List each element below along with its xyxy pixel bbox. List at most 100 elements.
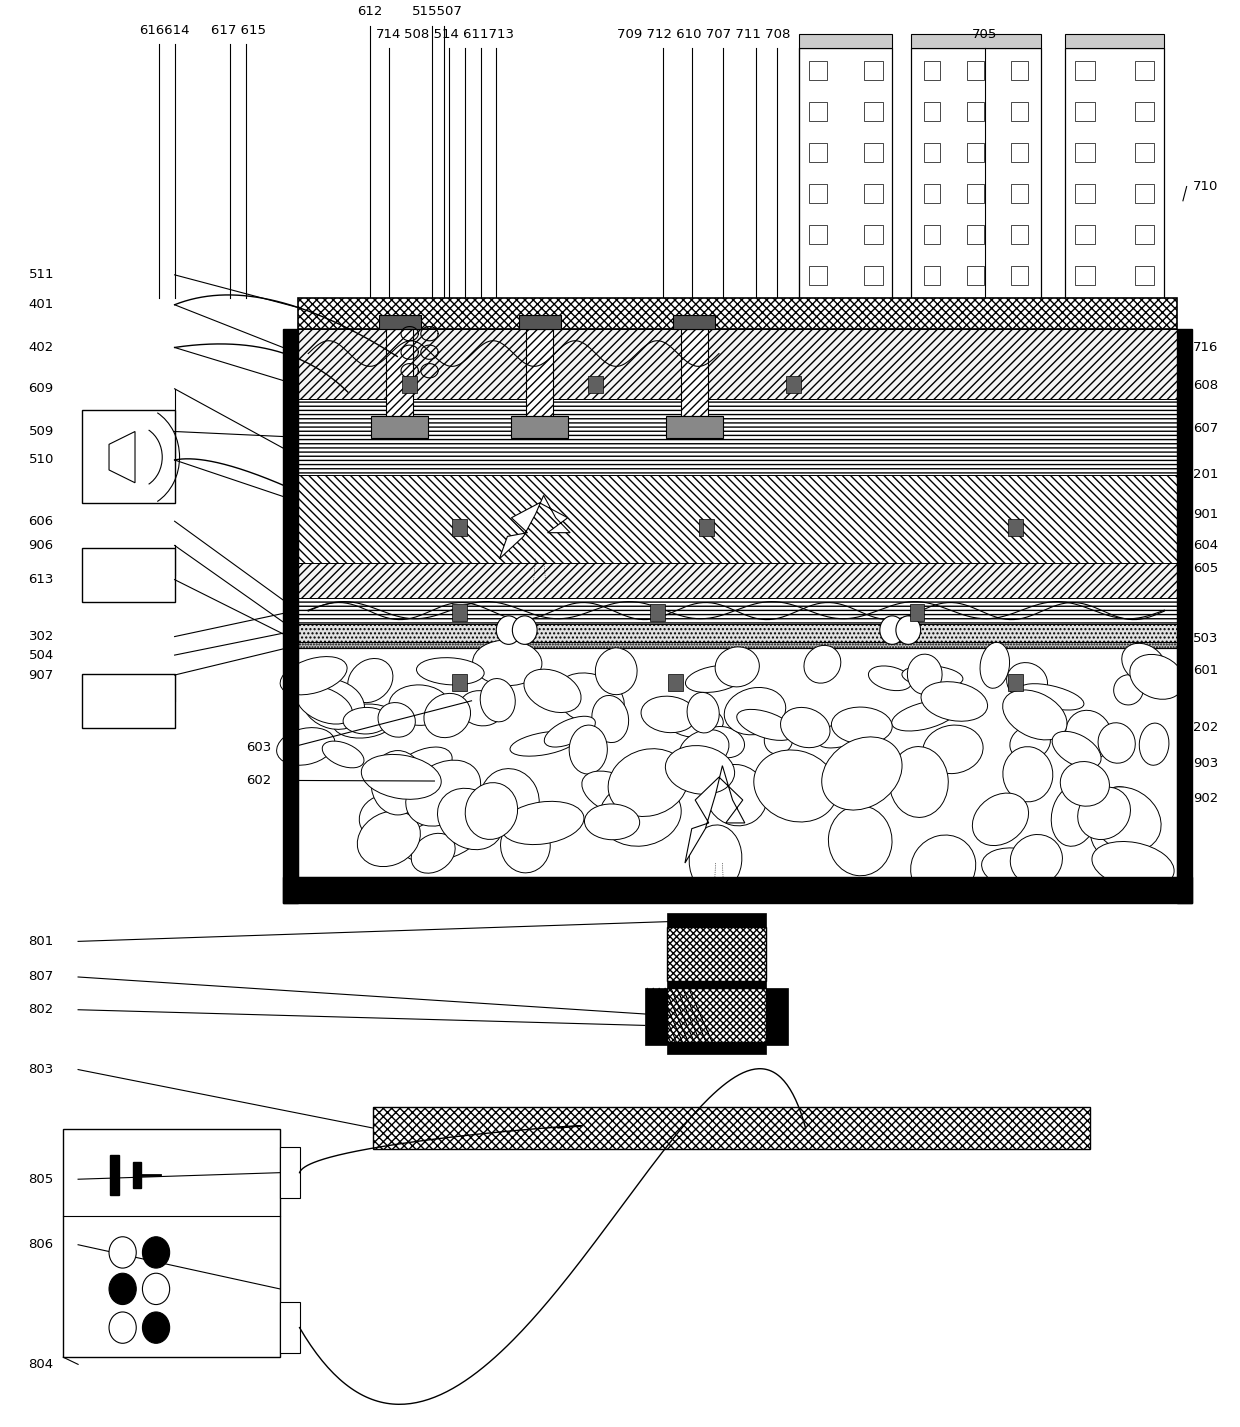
Bar <box>299 624 1177 642</box>
Text: 402: 402 <box>29 341 53 354</box>
Ellipse shape <box>569 725 608 773</box>
Bar <box>924 267 940 285</box>
Bar <box>1075 267 1095 285</box>
Bar <box>299 475 1177 564</box>
Bar <box>699 519 714 537</box>
Circle shape <box>109 1273 136 1304</box>
Bar <box>110 1154 119 1194</box>
Ellipse shape <box>371 751 424 815</box>
Text: 606: 606 <box>29 515 53 528</box>
Ellipse shape <box>1052 783 1097 846</box>
Text: 607: 607 <box>1193 422 1218 435</box>
Bar <box>864 225 883 244</box>
Bar <box>673 315 715 330</box>
Bar <box>1065 49 1164 298</box>
Bar <box>924 101 940 121</box>
Text: 504: 504 <box>29 649 53 662</box>
Ellipse shape <box>595 648 637 695</box>
Ellipse shape <box>361 755 441 799</box>
Ellipse shape <box>804 645 841 684</box>
Bar <box>666 417 723 438</box>
Bar <box>299 330 1177 878</box>
Ellipse shape <box>702 726 744 758</box>
Bar <box>910 49 1040 298</box>
Bar <box>402 377 417 394</box>
Ellipse shape <box>582 771 645 816</box>
Ellipse shape <box>921 682 987 721</box>
Ellipse shape <box>343 708 389 733</box>
Bar <box>808 61 827 80</box>
Circle shape <box>143 1273 170 1304</box>
Bar <box>808 101 827 121</box>
Ellipse shape <box>1078 788 1131 839</box>
Bar <box>588 377 603 394</box>
Bar <box>910 34 1040 49</box>
Bar <box>299 564 1177 598</box>
Ellipse shape <box>277 728 335 765</box>
Bar <box>451 674 466 691</box>
Bar <box>1075 101 1095 121</box>
Ellipse shape <box>480 678 516 722</box>
Ellipse shape <box>715 646 759 686</box>
Ellipse shape <box>357 811 420 866</box>
Text: 805: 805 <box>29 1173 53 1186</box>
Bar <box>518 315 560 330</box>
Ellipse shape <box>389 748 453 792</box>
Bar <box>667 982 766 989</box>
Text: 716: 716 <box>1193 341 1218 354</box>
Bar <box>299 298 1177 330</box>
Bar <box>451 604 466 621</box>
Ellipse shape <box>1092 842 1174 889</box>
Bar <box>1135 225 1154 244</box>
Bar <box>1135 184 1154 203</box>
Bar <box>299 642 1177 648</box>
Ellipse shape <box>322 741 365 768</box>
Bar <box>372 1106 1090 1149</box>
Text: 202: 202 <box>1193 721 1218 735</box>
Ellipse shape <box>360 795 407 839</box>
Text: 612: 612 <box>357 6 383 19</box>
Ellipse shape <box>1009 725 1050 761</box>
Text: 613: 613 <box>29 574 55 586</box>
Ellipse shape <box>1114 675 1143 705</box>
Ellipse shape <box>641 696 697 732</box>
Bar <box>526 330 553 417</box>
Ellipse shape <box>465 782 517 839</box>
Ellipse shape <box>724 688 786 735</box>
Ellipse shape <box>599 781 681 846</box>
Ellipse shape <box>438 788 503 849</box>
Ellipse shape <box>332 704 396 738</box>
Ellipse shape <box>405 761 481 826</box>
Ellipse shape <box>608 749 688 816</box>
Circle shape <box>143 1237 170 1269</box>
Ellipse shape <box>1019 684 1084 711</box>
Bar <box>967 184 983 203</box>
Bar <box>808 267 827 285</box>
Bar <box>924 225 940 244</box>
Text: 515507: 515507 <box>412 6 463 19</box>
Ellipse shape <box>584 803 640 839</box>
Ellipse shape <box>280 656 347 695</box>
Text: 902: 902 <box>1193 792 1218 805</box>
Ellipse shape <box>910 835 976 899</box>
Ellipse shape <box>303 679 365 729</box>
Ellipse shape <box>389 685 450 725</box>
Text: 510: 510 <box>29 454 55 467</box>
Bar <box>1177 330 1192 903</box>
Ellipse shape <box>1140 723 1169 765</box>
Bar <box>667 1043 766 1055</box>
Ellipse shape <box>557 674 624 725</box>
Bar <box>786 377 801 394</box>
Ellipse shape <box>347 658 393 702</box>
Bar <box>667 989 766 1043</box>
Ellipse shape <box>402 816 482 862</box>
Bar <box>1012 143 1028 161</box>
Circle shape <box>109 1311 136 1343</box>
Circle shape <box>880 616 904 645</box>
Bar <box>667 928 766 982</box>
Ellipse shape <box>1011 835 1063 885</box>
Text: 511: 511 <box>29 268 55 281</box>
Bar <box>1075 184 1095 203</box>
Ellipse shape <box>1003 689 1066 739</box>
Bar <box>1135 101 1154 121</box>
